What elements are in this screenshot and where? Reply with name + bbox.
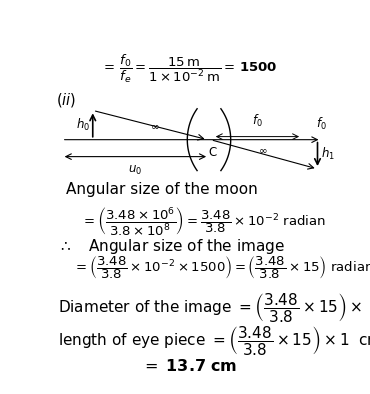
Text: $\infty$: $\infty$ [150,121,159,131]
Text: $\infty$: $\infty$ [259,145,268,156]
Text: Angular size of the moon: Angular size of the moon [65,182,258,197]
Text: $f_0$: $f_0$ [316,116,327,132]
Text: length of eye piece $= \left(\dfrac{3.48}{3.8} \times 15\right)\times 1\ $ cm: length of eye piece $= \left(\dfrac{3.48… [58,324,370,357]
Text: $= \left(\dfrac{3.48 \times 10^{6}}{3.8 \times 10^{8}}\right) = \dfrac{3.48}{3.8: $= \left(\dfrac{3.48 \times 10^{6}}{3.8 … [81,205,326,237]
Text: $h_1$: $h_1$ [320,146,334,162]
Text: $=\,\dfrac{f_0}{f_e} = \dfrac{15\,\mathrm{m}}{1\times10^{-2}\,\mathrm{m}} =\,\ma: $=\,\dfrac{f_0}{f_e} = \dfrac{15\,\mathr… [101,53,278,85]
Text: $=\ \mathbf{13.7\ cm}$: $=\ \mathbf{13.7\ cm}$ [141,358,238,374]
Text: $u_0$: $u_0$ [128,164,142,177]
Text: C: C [208,146,216,159]
Text: $(\mathit{ii})$: $(\mathit{ii})$ [56,91,76,109]
Text: $h_0$: $h_0$ [75,117,90,133]
Text: Diameter of the image $= \left(\dfrac{3.48}{3.8} \times 15\right)\times\ $ focal: Diameter of the image $= \left(\dfrac{3.… [58,292,370,324]
Text: $f_0$: $f_0$ [252,113,262,129]
Text: $\therefore$   Angular size of the image: $\therefore$ Angular size of the image [58,238,285,256]
Text: $= \left(\dfrac{3.48}{3.8} \times 10^{-2} \times 1500\right) = \left(\dfrac{3.48: $= \left(\dfrac{3.48}{3.8} \times 10^{-2… [73,255,370,281]
